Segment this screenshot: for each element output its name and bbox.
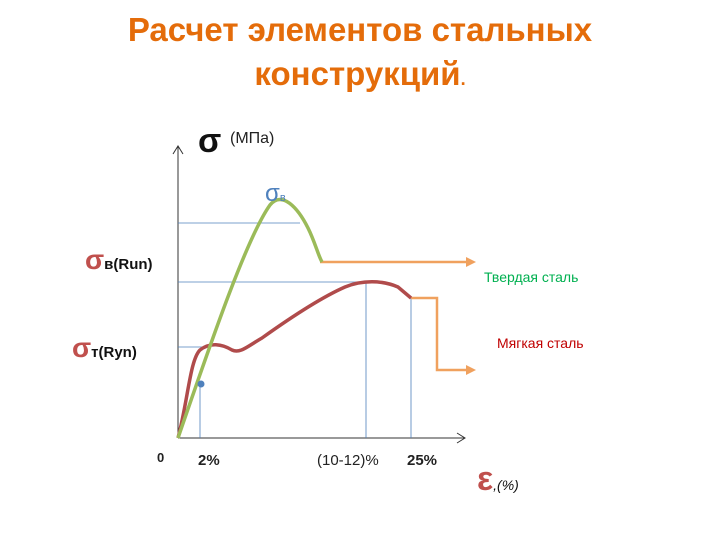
x-tick-2pct: 2% [198,452,220,469]
title-dot: . [460,69,466,89]
y-axis-symbol: σ [198,122,222,160]
y-axis-arrowhead [172,145,184,155]
x-axis-arrowhead [456,432,466,444]
point-2pct [197,380,205,388]
soft-steel-arrowhead [466,365,476,375]
sigma-b-left-symbol: σ [85,244,105,275]
hard-steel-curve [176,197,324,439]
sigma-t-left-sub: т(Ryn) [91,344,137,361]
hard-steel-label: Твердая сталь [484,269,579,285]
x-tick-25pct: 25% [407,452,438,469]
x-axis-unit: ,(%) [493,477,519,493]
x-axis-label: ε,(%) [477,460,519,499]
x-axis-symbol: ε [477,460,494,498]
title-line-1: Расчет элементов стальных [127,11,593,48]
origin-label: 0 [157,450,165,465]
slide-title: Расчет элементов стальных конструкций. [0,8,720,101]
soft-steel-curve [176,280,413,439]
sigma-b-top-symbol: σ [265,180,280,207]
x-tick-10-12pct: (10-12)% [317,452,379,469]
sigma-b-left-sub: в(Run) [104,256,153,273]
title-line-2: конструкций. [0,52,720,101]
hard-steel-arrowhead [466,257,476,267]
sigma-t-left-symbol: σ [72,332,92,363]
sigma-t-left-label: σт(Ryn) [72,332,137,364]
title-line-2-text: конструкций [254,55,461,92]
sigma-b-left-label: σв(Run) [85,244,153,276]
sigma-b-top-label: σв [265,180,286,208]
soft-steel-label: Мягкая сталь [497,335,584,351]
y-axis-unit: (МПа) [230,130,275,147]
soft-steel-arrow [411,296,468,372]
sigma-b-top-sub: в [279,192,286,204]
